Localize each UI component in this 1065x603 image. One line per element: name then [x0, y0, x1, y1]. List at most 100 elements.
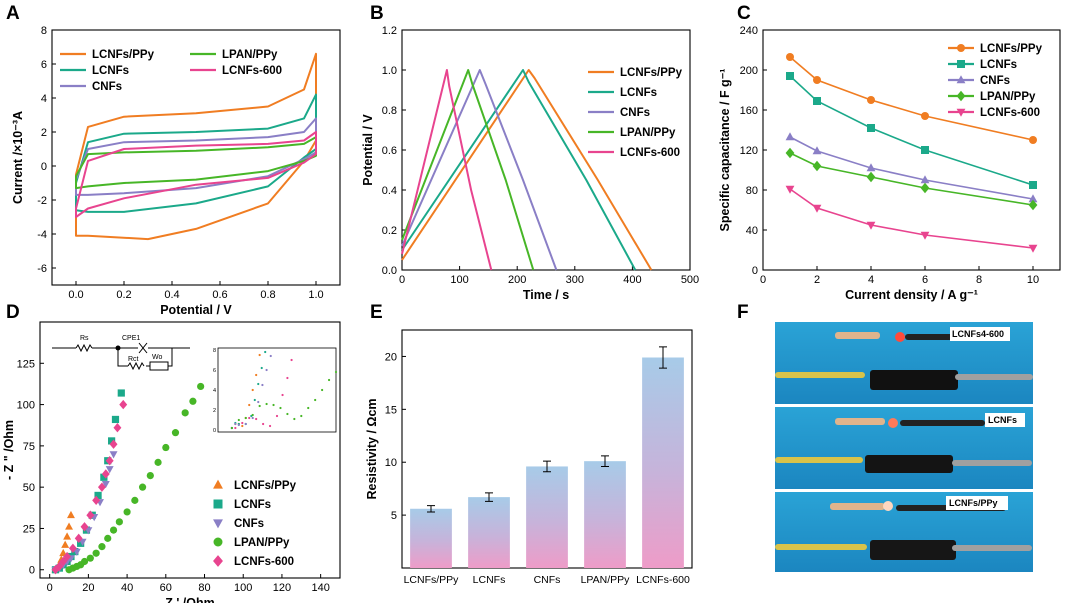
series-lcnfs-ppy — [401, 69, 653, 271]
legend-label: LCNFs — [92, 65, 129, 77]
data-point — [123, 508, 131, 516]
inset-point — [237, 418, 240, 422]
data-point — [786, 53, 794, 61]
nyquist-inset: 0 2 4 6 8 — [213, 347, 338, 434]
legend-entry-lcnfs: LCNFs — [213, 499, 271, 511]
data-point — [920, 182, 930, 194]
series-lcnfs — [401, 69, 637, 271]
x-tick-label: 10 — [1027, 274, 1039, 286]
inset-tick-label: 0 — [213, 428, 216, 434]
y-tick-label: 6 — [41, 59, 47, 71]
inset-point — [244, 416, 247, 420]
wire — [775, 372, 865, 378]
legend-entry-lpan-ppy: LPAN/PPy — [213, 537, 290, 549]
x-tick-label: 140 — [311, 582, 329, 594]
y-tick-label: -4 — [37, 229, 47, 241]
data-point — [154, 458, 162, 466]
inset-tick-label: 8 — [213, 348, 216, 354]
y-tick-label: 160 — [740, 105, 758, 117]
data-point — [786, 72, 794, 80]
gcd-chart: 0 100 200 300 400 500 0.0 0.2 0.4 0.6 0.8 1.0 1.2 Tim… — [361, 25, 699, 302]
legend-entry-lpan-ppy: LPAN/PPy — [948, 90, 1036, 103]
data-point — [80, 557, 89, 566]
legend-label: CNFs — [92, 81, 122, 93]
series-cnfs — [785, 132, 1038, 203]
series-lpan-ppy — [65, 382, 205, 574]
data-point — [866, 163, 876, 172]
y-tick-label: 0 — [41, 161, 47, 173]
cv-chart: 0.0 0.2 0.4 0.6 0.8 1.0 -6 -4 -2 0 2 4 6 8 Potential /… — [11, 25, 341, 317]
series-line — [789, 152, 1034, 206]
legend-entry-lcnfs-600: LCNFs-600 — [190, 65, 282, 77]
data-point — [1029, 136, 1037, 144]
data-point — [812, 146, 822, 155]
inset-point — [258, 404, 261, 408]
data-point — [146, 472, 154, 480]
legend-label: LCNFs — [234, 499, 271, 511]
inset-point — [290, 358, 293, 362]
legend-label: LCNFs/PPy — [620, 67, 683, 79]
photo-caption: LCNFs4-600 — [952, 329, 1004, 339]
led-light — [895, 332, 905, 342]
y-tick-label: 0.0 — [382, 265, 397, 277]
inset-point — [265, 368, 268, 372]
data-point — [68, 543, 77, 553]
inset-point — [321, 388, 324, 392]
inset-point — [255, 417, 258, 421]
y-tick-label: 0 — [752, 265, 758, 277]
data-point — [812, 204, 822, 213]
data-point — [921, 112, 929, 120]
legend-marker — [213, 499, 223, 509]
data-point — [63, 532, 72, 540]
photo-lcnfs: LCNFs — [775, 407, 1033, 489]
data-point — [61, 540, 70, 548]
inset-point — [269, 354, 272, 358]
data-point — [63, 551, 72, 562]
inset-point — [257, 400, 260, 404]
x-tick-label: 8 — [976, 274, 982, 286]
legend-label: LCNFs/PPy — [234, 480, 297, 492]
legend-entry-lpan-ppy: LPAN/PPy — [190, 49, 278, 61]
legend-entry-lcnfs-ppy: LCNFs/PPy — [213, 479, 297, 492]
x-tick-label: 100 — [234, 582, 252, 594]
legend-marker — [956, 108, 966, 117]
legend-label: LCNFs-600 — [234, 556, 294, 568]
series-lpan-ppy — [75, 136, 317, 190]
panel-label-a: A — [6, 3, 20, 24]
inset-point — [251, 413, 254, 417]
x-tick-label: 0.0 — [68, 289, 83, 301]
legend-label: LPAN/PPy — [222, 49, 278, 61]
x-tick-label: 300 — [566, 274, 584, 286]
photo-lcnfs-ppy: LCNFs/PPy — [775, 492, 1033, 572]
data-point — [94, 491, 102, 500]
data-point — [785, 185, 795, 194]
carbon-film — [865, 455, 953, 473]
y-tick-label: 5 — [391, 510, 397, 522]
x-tick-label: 2 — [814, 274, 820, 286]
category-label: CNFs — [534, 574, 561, 586]
x-tick-label: 0 — [399, 274, 405, 286]
inset-series-lcnfs-600 — [234, 358, 293, 430]
data-point — [105, 456, 114, 466]
led-light — [883, 501, 893, 511]
photo-caption-box — [950, 327, 1010, 341]
legend-marker — [213, 479, 223, 489]
legend-marker — [957, 44, 965, 52]
data-point — [86, 510, 95, 520]
data-point — [105, 466, 114, 474]
y-tick-label: 4 — [41, 93, 47, 105]
y-tick-label: 2 — [41, 127, 47, 139]
data-point — [162, 443, 170, 452]
y-tick-label: 120 — [740, 145, 758, 157]
category-label: LPAN/PPy — [581, 574, 631, 586]
panel-label-d: D — [6, 302, 20, 323]
data-point — [111, 415, 120, 424]
y-tick-label: 0.4 — [382, 185, 397, 197]
series-lpan-ppy — [401, 69, 535, 271]
circuit-label: Wo — [152, 354, 162, 361]
carbon-film — [870, 370, 958, 390]
data-point — [171, 429, 180, 437]
data-point — [108, 437, 116, 445]
y-tick-label: 0 — [29, 565, 35, 577]
x-tick-label: 4 — [868, 274, 874, 286]
